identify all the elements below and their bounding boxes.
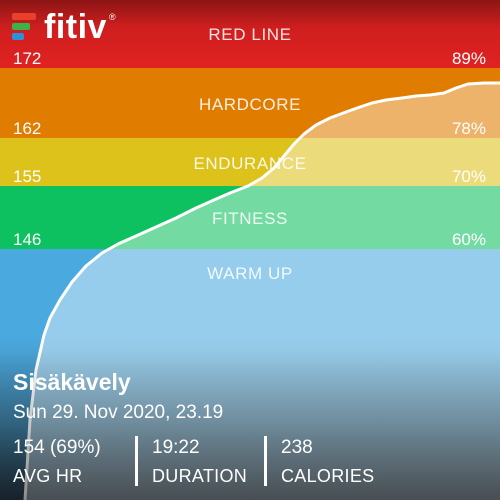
zone-hr-threshold: 155 [13, 167, 42, 186]
zone-band-endurance [0, 138, 500, 186]
registered-mark: ® [108, 12, 116, 22]
stat-calories: 238 CALORIES [281, 437, 374, 487]
stat-avg-hr: 154 (69%) AVG HR [13, 437, 101, 487]
fitiv-logo-icon [12, 11, 38, 43]
stat-label: AVG HR [13, 466, 83, 486]
logo-text: fitiv [44, 8, 107, 46]
zone-band-hardcore [0, 68, 500, 138]
zone-label-endurance: ENDURANCE [193, 154, 307, 173]
zone-hr-threshold: 162 [13, 119, 42, 138]
zone-label-fitness: FITNESS [212, 209, 288, 228]
stat-value: 238 [281, 437, 313, 458]
fitiv-logo: fitiv ® [12, 10, 116, 44]
heart-rate-area [25, 83, 500, 500]
zone-label-warm-up: WARM UP [207, 264, 293, 283]
stat-value: 19:22 [152, 437, 200, 458]
zone-label-red-line: RED LINE [208, 25, 292, 44]
zone-pct-threshold: 60% [451, 230, 486, 249]
zone-band-warm-up [0, 249, 500, 500]
stat-duration: 19:22 DURATION [152, 437, 247, 487]
bottom-shade [0, 350, 500, 500]
zone-hr-threshold: 172 [13, 49, 42, 68]
stat-value: 154 (69%) [13, 437, 101, 458]
workout-date: Sun 29. Nov 2020, 23.19 [13, 402, 224, 423]
zone-pct-threshold: 89% [451, 49, 486, 68]
zone-band-red-line [0, 0, 500, 68]
stat-divider [264, 436, 267, 486]
zone-pct-threshold: 78% [451, 119, 486, 138]
workout-title: Sisäkävely [13, 369, 131, 395]
stat-divider [135, 436, 138, 486]
heart-rate-line [23, 81, 500, 500]
zone-pct-threshold: 70% [451, 167, 486, 186]
stat-label: DURATION [152, 466, 248, 486]
stat-label: CALORIES [281, 466, 375, 486]
zone-hr-threshold: 146 [13, 230, 42, 249]
zone-band-fitness [0, 186, 500, 249]
zone-label-hardcore: HARDCORE [198, 95, 302, 114]
